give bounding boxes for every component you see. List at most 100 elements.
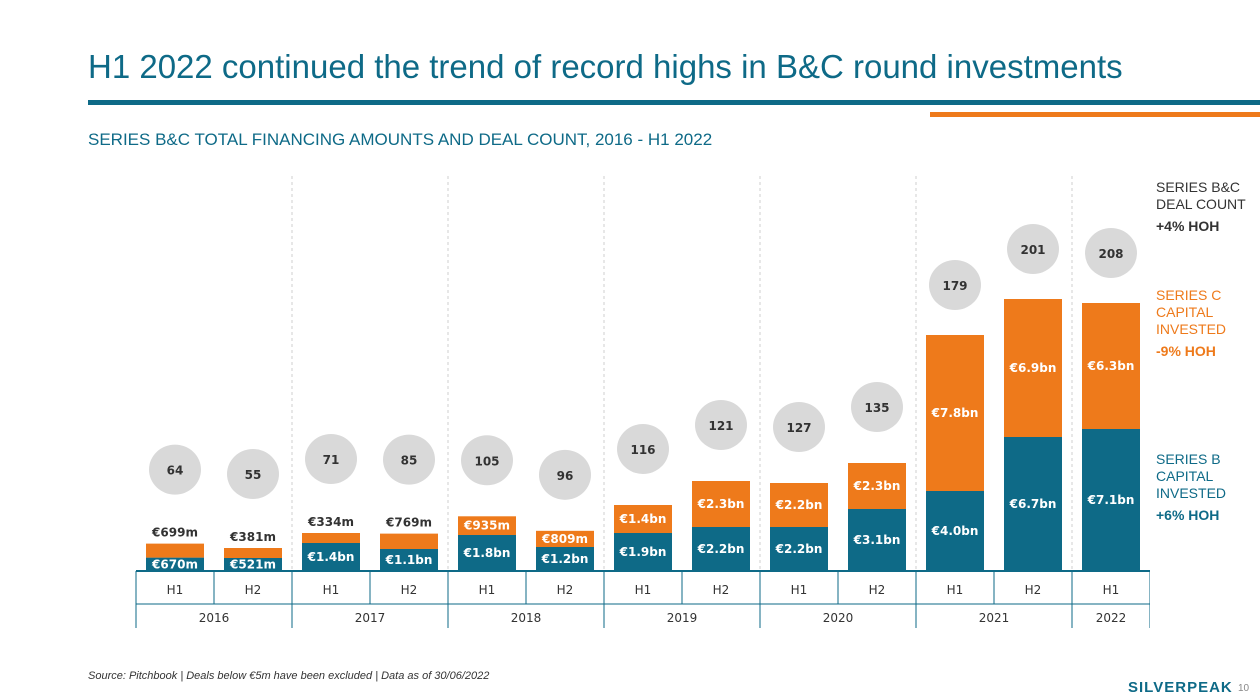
x-tick-half: H2 [1025, 583, 1042, 597]
x-tick-year: 2020 [823, 611, 854, 625]
deal-count-bubble [149, 444, 201, 495]
brand-logo: SILVERPEAK [1128, 679, 1233, 696]
x-tick-year: 2016 [199, 611, 230, 625]
bar-series-c [536, 530, 594, 547]
x-tick-half: H2 [557, 583, 574, 597]
data-label-series-b: €1.1bn [385, 553, 433, 567]
deal-count-label: 127 [786, 421, 811, 435]
x-tick-half: H1 [167, 583, 184, 597]
data-label-series-b: €1.8bn [463, 546, 511, 560]
legend-deal-count-label: SERIES B&C DEAL COUNT [1156, 179, 1246, 212]
deal-count-label: 201 [1020, 243, 1045, 257]
x-tick-year: 2021 [979, 611, 1010, 625]
bar-series-b [770, 527, 828, 571]
data-label-series-c: €6.3bn [1087, 359, 1135, 373]
deal-count-label: 116 [630, 443, 655, 457]
deal-count-bubble [851, 382, 903, 432]
data-label-series-c: €7.8bn [931, 406, 979, 420]
bar-series-c [146, 543, 204, 558]
data-label-series-c: €381m [229, 530, 276, 544]
bar-series-b [614, 533, 672, 571]
data-label-series-b: €3.1bn [853, 533, 901, 547]
deal-count-label: 55 [245, 468, 262, 482]
deal-count-label: 85 [401, 454, 418, 468]
data-label-series-c: €6.9bn [1009, 361, 1057, 375]
deal-count-label: 105 [474, 454, 499, 468]
x-tick-half: H1 [635, 583, 652, 597]
deal-count-bubble [461, 435, 513, 486]
deal-count-label: 121 [708, 419, 733, 433]
deal-count-bubble [383, 434, 435, 485]
bar-series-b [848, 509, 906, 571]
data-label-series-c: €2.3bn [853, 479, 901, 493]
bar-series-b [926, 491, 984, 571]
deal-count-bubble [539, 449, 591, 500]
legend-series-b-change: +6% HOH [1156, 507, 1220, 523]
deal-count-bubble [227, 449, 279, 499]
deal-count-label: 71 [323, 453, 340, 467]
data-label-series-b: €670m [151, 557, 198, 571]
bar-series-c [302, 533, 360, 543]
bar-series-c [224, 548, 282, 558]
data-label-series-b: €2.2bn [775, 542, 823, 556]
x-tick-half: H1 [1103, 583, 1120, 597]
x-tick-half: H1 [479, 583, 496, 597]
x-tick-year: 2022 [1096, 611, 1127, 625]
page-title: H1 2022 continued the trend of record hi… [88, 48, 1123, 85]
x-tick-year: 2019 [667, 611, 698, 625]
data-label-series-c: €769m [385, 516, 432, 530]
bar-series-c [614, 505, 672, 533]
page-number: 10 [1238, 683, 1250, 694]
x-tick-half: H1 [791, 583, 808, 597]
bar-series-b [1082, 429, 1140, 571]
data-label-series-c: €809m [541, 532, 588, 546]
data-label-series-c: €699m [151, 526, 198, 540]
legend-series-c-change: -9% HOH [1156, 343, 1216, 359]
x-tick-half: H2 [713, 583, 730, 597]
bar-series-b [1004, 437, 1062, 571]
x-tick-half: H2 [869, 583, 886, 597]
bar-series-b [380, 549, 438, 571]
data-label-series-b: €1.2bn [541, 552, 589, 566]
bar-series-c [1082, 303, 1140, 429]
bar-series-b [458, 535, 516, 571]
bar-series-b [692, 527, 750, 571]
data-label-series-b: €6.7bn [1009, 497, 1057, 511]
legend-series-c: SERIES C CAPITAL INVESTED -9% HOH [1156, 287, 1256, 360]
legend-deal-count-change: +4% HOH [1156, 218, 1220, 234]
bar-series-b [536, 547, 594, 571]
x-tick-half: H1 [947, 583, 964, 597]
bar-series-b [302, 543, 360, 571]
x-tick-half: H2 [401, 583, 418, 597]
data-label-series-c: €935m [463, 519, 510, 533]
bar-series-c [848, 463, 906, 509]
bar-series-c [380, 533, 438, 549]
deal-count-bubble [1085, 228, 1137, 278]
data-label-series-b: €2.2bn [697, 542, 745, 556]
deal-count-bubble [773, 402, 825, 452]
financing-chart: €670m €699m 64 €521m €381m 55 €1.4bn €334m 71 €1.… [135, 176, 1150, 628]
x-tick-year: 2018 [511, 611, 542, 625]
bar-series-b [146, 557, 204, 571]
deal-count-bubble [929, 260, 981, 310]
deal-count-bubble [617, 424, 669, 474]
legend-series-b-label: SERIES B CAPITAL INVESTED [1156, 451, 1227, 501]
deal-count-label: 179 [942, 279, 967, 293]
deal-count-label: 135 [864, 401, 889, 415]
chart-subtitle: SERIES B&C TOTAL FINANCING AMOUNTS AND D… [88, 130, 713, 149]
source-footnote: Source: Pitchbook | Deals below €5m have… [88, 670, 490, 682]
deal-count-bubble [1007, 224, 1059, 274]
bar-series-b [224, 558, 282, 571]
deal-count-label: 64 [167, 464, 184, 478]
bar-series-c [1004, 299, 1062, 437]
legend-series-c-label: SERIES C CAPITAL INVESTED [1156, 287, 1227, 337]
data-label-series-b: €521m [229, 558, 276, 572]
deal-count-bubble [695, 400, 747, 450]
data-label-series-b: €7.1bn [1087, 493, 1135, 507]
deal-count-bubble [305, 434, 357, 484]
data-label-series-b: €1.4bn [307, 550, 355, 564]
accent-rule [930, 112, 1260, 117]
bar-series-c [458, 516, 516, 535]
bar-series-c [770, 483, 828, 527]
bar-series-c [692, 481, 750, 527]
